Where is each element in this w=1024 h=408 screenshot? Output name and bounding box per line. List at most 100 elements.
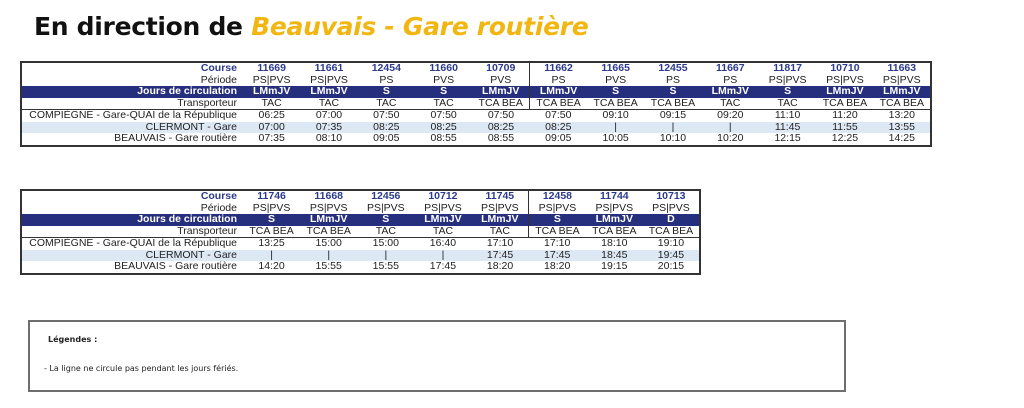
jours-value: LMmJV: [472, 86, 530, 98]
transporteur-value: TAC: [243, 97, 301, 110]
transporteur-value: TCA BEA: [585, 225, 643, 238]
course-number: 12456: [371, 190, 401, 202]
course-number: 10709: [486, 62, 516, 74]
departure-time: |: [644, 121, 702, 133]
transporteur-value: TCA BEA: [644, 97, 702, 110]
departure-time: 08:25: [529, 121, 587, 133]
departure-time: 18:20: [486, 261, 514, 272]
departure-time: 13:20: [888, 109, 915, 121]
jours-value: LMmJV: [300, 214, 358, 226]
jours-label: Jours de circulation: [21, 214, 243, 226]
departure-time: 18:10: [601, 237, 628, 249]
transporteur-value: TAC: [414, 225, 472, 238]
jours-value: S: [758, 86, 817, 98]
course-number: 11662: [529, 62, 587, 75]
stop-name: BEAUVAIS - Gare routière: [114, 261, 237, 272]
periode-value: PVS: [433, 74, 455, 86]
periode-value: PS|PVS: [366, 202, 405, 214]
transporteur-row: Transporteur TAC TAC TAC TAC TCA BEA TCA BEA TC…: [21, 97, 931, 110]
stop-name: BEAUVAIS - Gare routière: [114, 133, 237, 144]
periode-value: PS|PVS: [595, 202, 634, 214]
legend-box: Légendes : - La ligne ne circule pas pen…: [28, 320, 846, 392]
transporteur-value: TAC: [300, 97, 358, 110]
course-row: Course 11746 11668 12456 10712 11745 12458 1174…: [21, 190, 700, 203]
transporteur-value: TCA BEA: [873, 97, 931, 110]
periode-value: PS|PVS: [768, 74, 807, 86]
periode-value: PS|PVS: [652, 202, 690, 214]
departure-time: 10:20: [717, 133, 744, 144]
departure-time: 14:25: [888, 133, 915, 144]
course-number: 10710: [830, 62, 860, 74]
course-number: 11668: [314, 190, 343, 202]
departure-time: 15:55: [372, 261, 399, 272]
transporteur-value: TAC: [414, 97, 473, 110]
page-title: En direction de Beauvais - Gare routière: [34, 12, 589, 41]
transporteur-label: Transporteur: [21, 225, 243, 238]
departure-time: 11:10: [774, 109, 801, 121]
departure-time: 19:10: [657, 237, 685, 249]
periode-value: PS: [529, 74, 587, 86]
periode-value: PVS: [490, 74, 512, 86]
departure-time: 15:00: [315, 237, 342, 249]
transporteur-row: Transporteur TCA BEA TCA BEA TAC TAC TAC TCA B…: [21, 225, 700, 238]
departure-time: 12:15: [774, 133, 801, 144]
course-row: Course 11669 11661 12454 11660 10709 11662 1166…: [21, 62, 931, 75]
departure-time: 13:25: [258, 237, 285, 249]
transporteur-value: TCA BEA: [300, 225, 358, 238]
periode-value: PS|PVS: [252, 74, 291, 86]
departure-time: 20:15: [657, 261, 685, 272]
departure-time: 18:45: [585, 249, 643, 261]
periode-value: PS|PVS: [252, 202, 291, 214]
departure-time: 11:20: [832, 109, 858, 121]
jours-value: LMmJV: [816, 86, 874, 98]
departure-time: 14:20: [258, 261, 285, 272]
course-number: 11663: [887, 62, 917, 74]
departure-time: 11:45: [758, 121, 817, 133]
jours-value: LMmJV: [471, 214, 529, 226]
departure-time: 08:25: [357, 121, 415, 133]
transporteur-value: TCA BEA: [528, 225, 586, 238]
periode-value: PS|PVS: [424, 202, 462, 214]
jours-value: S: [644, 86, 702, 98]
stop-name: CLERMONT - Gare: [21, 249, 243, 261]
departure-time: 07:00: [315, 109, 343, 121]
departure-time: 15:55: [315, 261, 342, 272]
departure-time: 08:25: [414, 121, 473, 133]
departure-time: 07:35: [300, 121, 358, 133]
periode-row: Période PS|PVS PS|PVS PS PVS PVS PS PVS PS PS PS|P…: [21, 74, 931, 86]
transporteur-value: TCA BEA: [243, 225, 301, 238]
departure-time: 18:20: [544, 261, 571, 272]
transporteur-value: TAC: [357, 97, 415, 110]
periode-value: PS|PVS: [309, 202, 348, 214]
transporteur-value: TCA BEA: [586, 97, 645, 110]
course-number: 11669: [257, 62, 286, 74]
jours-value: LMmJV: [529, 86, 587, 98]
departure-time: |: [300, 249, 358, 261]
transporteur-label: Transporteur: [21, 97, 243, 110]
stop-clermont-row: CLERMONT - Gare | | | | 17:45 17:45 18:45 19:45: [21, 249, 700, 261]
jours-value: S: [586, 86, 645, 98]
course-number: 11665: [601, 62, 630, 74]
stop-name: COMPIÈGNE - Gare-QUAI de la République: [29, 237, 237, 249]
legend-title: Légendes :: [48, 335, 98, 344]
departure-time: 17:45: [429, 261, 457, 272]
title-destination: Beauvais - Gare routière: [251, 12, 589, 41]
jours-value: S: [357, 214, 415, 226]
departure-time: 11:55: [816, 121, 874, 133]
course-label: Course: [200, 62, 237, 74]
periode-value: PS: [379, 74, 394, 86]
stop-beauvais-row: BEAUVAIS - Gare routière 07:35 08:10 09:05 0…: [21, 133, 931, 146]
departure-time: 13:55: [873, 121, 931, 133]
transporteur-value: TCA BEA: [529, 97, 587, 110]
jours-value: LMmJV: [585, 214, 643, 226]
course-number: 11660: [429, 62, 458, 74]
periode-value: PS|PVS: [882, 74, 921, 86]
departure-time: 12:25: [831, 133, 859, 144]
legend-item: - La ligne ne circule pas pendant les jo…: [44, 364, 239, 373]
departure-time: 15:00: [372, 237, 399, 249]
stop-compiegne-row: COMPIÈGNE - Gare-QUAI de la République 13…: [21, 238, 700, 250]
jours-row: Jours de circulation LMmJV LMmJV S S LMmJV LMm…: [21, 86, 931, 98]
jours-value: LMmJV: [243, 86, 301, 98]
transporteur-value: TCA BEA: [472, 97, 530, 110]
departure-time: 07:00: [243, 121, 301, 133]
